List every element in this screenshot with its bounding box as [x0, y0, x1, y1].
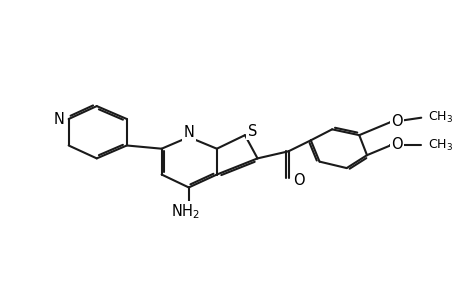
Text: N: N: [183, 125, 194, 140]
Text: S: S: [247, 124, 257, 139]
Text: N: N: [54, 112, 65, 127]
Text: CH$_3$: CH$_3$: [427, 110, 452, 125]
Text: NH$_2$: NH$_2$: [171, 202, 200, 221]
Text: O: O: [293, 173, 304, 188]
Text: O: O: [390, 114, 402, 129]
Text: CH$_3$: CH$_3$: [427, 137, 452, 152]
Text: O: O: [390, 137, 402, 152]
